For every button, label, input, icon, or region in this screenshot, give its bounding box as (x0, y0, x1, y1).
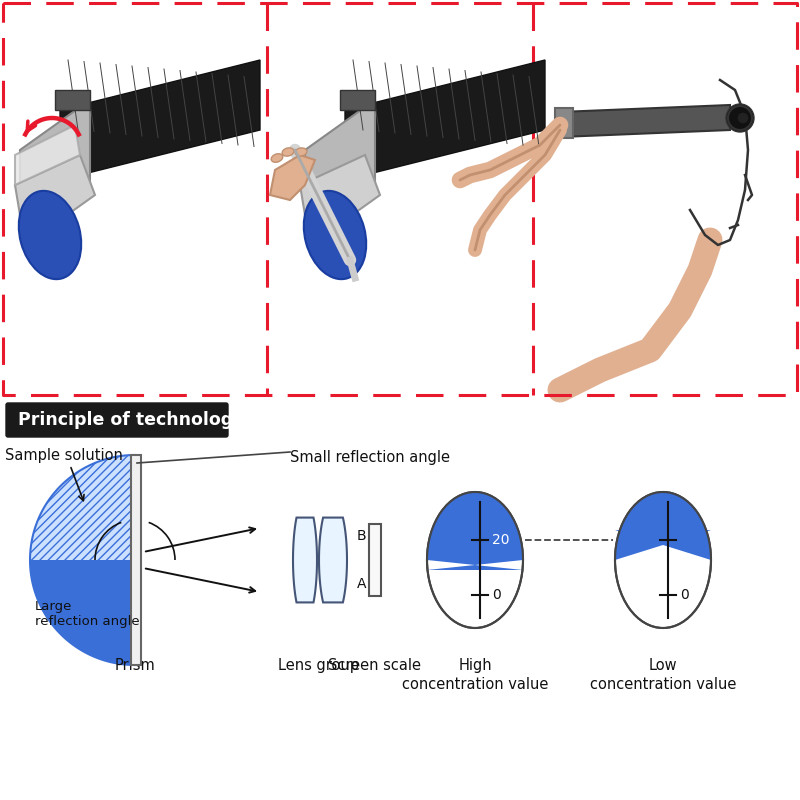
Polygon shape (319, 518, 347, 602)
Ellipse shape (295, 148, 307, 156)
Bar (4, 4, 266, 394)
Text: Lens group: Lens group (278, 658, 359, 673)
Polygon shape (15, 125, 80, 185)
Bar (555, 108, 573, 138)
Polygon shape (560, 105, 730, 137)
Polygon shape (427, 492, 523, 570)
Circle shape (726, 104, 754, 132)
Text: Prism: Prism (114, 658, 155, 673)
Bar (55, 90, 90, 110)
FancyBboxPatch shape (6, 403, 228, 437)
Polygon shape (345, 60, 545, 180)
Ellipse shape (18, 191, 82, 279)
Polygon shape (300, 155, 380, 245)
Ellipse shape (615, 492, 711, 628)
Text: 20: 20 (492, 533, 510, 547)
Text: 0: 0 (680, 588, 689, 602)
Polygon shape (15, 155, 95, 245)
Polygon shape (270, 155, 315, 200)
Bar (131, 455, 141, 665)
Text: Sample solution: Sample solution (5, 448, 123, 463)
Ellipse shape (282, 148, 294, 156)
Text: High
concentration value: High concentration value (402, 658, 548, 691)
Text: Low
concentration value: Low concentration value (590, 658, 736, 691)
Polygon shape (615, 492, 711, 560)
Circle shape (737, 112, 749, 124)
Polygon shape (305, 100, 375, 230)
Ellipse shape (271, 154, 283, 162)
Polygon shape (293, 518, 317, 602)
Polygon shape (20, 100, 90, 230)
Text: B: B (356, 529, 366, 543)
Text: 20: 20 (680, 533, 698, 547)
Bar (534, 4, 796, 394)
Text: A: A (357, 577, 366, 591)
Text: Principle of technology: Principle of technology (18, 411, 245, 429)
Polygon shape (60, 60, 260, 180)
Bar (369, 524, 381, 596)
Bar (268, 4, 532, 394)
Ellipse shape (304, 191, 366, 279)
Polygon shape (30, 455, 135, 665)
Bar (340, 90, 375, 110)
Text: 0: 0 (492, 588, 501, 602)
Text: Large
reflection angle: Large reflection angle (35, 600, 140, 628)
Text: Small reflection angle: Small reflection angle (290, 450, 450, 465)
Polygon shape (30, 455, 135, 665)
Ellipse shape (427, 492, 523, 628)
Text: Screen scale: Screen scale (329, 658, 422, 673)
